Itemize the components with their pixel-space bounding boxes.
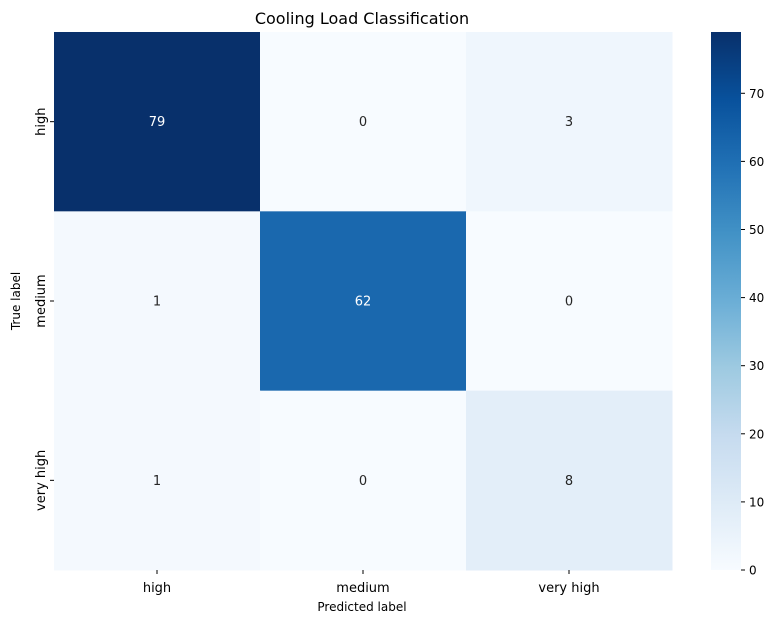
cell-value-label: 0 bbox=[359, 474, 367, 489]
heatmap-cell bbox=[54, 211, 261, 392]
cell-value-label: 0 bbox=[565, 295, 573, 310]
colorbar-tick-label: 40 bbox=[749, 291, 764, 305]
cell-value-label: 3 bbox=[565, 115, 573, 130]
heatmap-cell bbox=[54, 32, 261, 212]
heatmap-cell-labels: 79 0 31 62 01 0 8 bbox=[149, 115, 573, 489]
heatmap-cell bbox=[466, 211, 673, 392]
colorbar-tick-label: 30 bbox=[749, 359, 764, 373]
cell-value-label: 79 bbox=[149, 115, 166, 130]
y-axis-label: True label bbox=[9, 272, 23, 331]
colorbar-tick-label: 60 bbox=[749, 155, 764, 169]
heatmap-cell bbox=[466, 32, 673, 212]
y-tick-label: medium bbox=[34, 274, 49, 327]
heatmap-cell bbox=[260, 211, 467, 392]
colorbar-tick-label: 0 bbox=[749, 564, 757, 578]
heatmap-cells bbox=[54, 32, 673, 571]
cell-value-label: 1 bbox=[153, 295, 161, 310]
y-tick-label: very high bbox=[34, 450, 49, 511]
heatmap-cell bbox=[260, 32, 467, 212]
colorbar bbox=[711, 32, 741, 570]
cell-value-label: 62 bbox=[355, 295, 372, 310]
colorbar-ticks: 0 10 20 30 40 50 60 70 bbox=[741, 87, 764, 578]
y-tick-label: high bbox=[34, 107, 49, 135]
chart-title: Cooling Load Classification bbox=[255, 9, 469, 28]
x-axis-label: Predicted label bbox=[317, 600, 406, 614]
colorbar-tick-label: 70 bbox=[749, 87, 764, 101]
cell-value-label: 8 bbox=[565, 474, 573, 489]
colorbar-tick-label: 20 bbox=[749, 427, 764, 441]
x-tick-label: high bbox=[143, 581, 171, 596]
colorbar-tick-label: 10 bbox=[749, 495, 764, 509]
x-tick-label: medium bbox=[336, 581, 389, 596]
y-axis-ticks: high medium very high bbox=[34, 107, 54, 511]
cell-value-label: 0 bbox=[359, 115, 367, 130]
heatmap-cell bbox=[260, 390, 467, 571]
cell-value-label: 1 bbox=[153, 474, 161, 489]
x-tick-label: very high bbox=[538, 581, 599, 596]
colorbar-tick-label: 50 bbox=[749, 223, 764, 237]
heatmap-cell bbox=[54, 390, 261, 571]
heatmap-cell bbox=[466, 390, 673, 571]
x-axis-ticks: high medium very high bbox=[143, 570, 600, 596]
